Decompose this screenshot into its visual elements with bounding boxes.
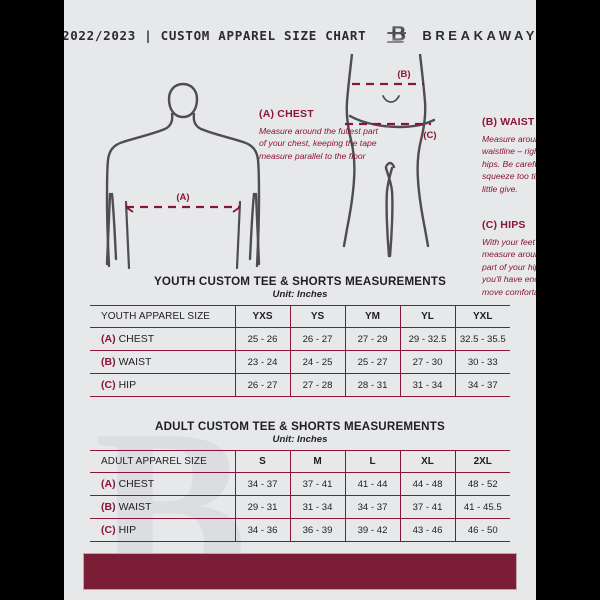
- adult-row-label-chest: (A) CHEST: [90, 472, 236, 496]
- youth-row-label-waist: (B) WAIST: [90, 350, 236, 374]
- adult-size-header-0: S: [235, 450, 291, 473]
- adult-size-header-3: XL: [400, 450, 456, 473]
- adult-row-label-hip: (C) HIP: [90, 518, 236, 542]
- table-row: (A) CHEST 25 - 26 26 - 27 27 - 29 29 - 32…: [90, 327, 510, 351]
- youth-hip-yl: 31 - 34: [400, 373, 456, 397]
- youth-table-unit: Unit: Inches: [272, 289, 328, 300]
- adult-row-name-waist: WAIST: [118, 501, 152, 513]
- youth-hip-ys: 27 - 28: [290, 373, 346, 397]
- table-row: (C) HIP 26 - 27 27 - 28 28 - 31 31 - 34 3…: [90, 373, 510, 397]
- page-title: 2022/2023 | CUSTOM APPAREL SIZE CHART: [64, 27, 367, 43]
- table-header-row: ADULT APPAREL SIZE S M L XL 2XL: [90, 450, 510, 473]
- youth-hip-ym: 28 - 31: [345, 373, 401, 397]
- adult-size-header-4: 2XL: [473, 456, 492, 467]
- adult-table-unit: Unit: Inches: [272, 434, 328, 445]
- adult-row-tag-waist: (B): [101, 501, 116, 513]
- adult-size-header-2: L: [345, 450, 401, 473]
- table-row: (B) WAIST 23 - 24 24 - 25 25 - 27 27 - 30…: [90, 350, 510, 374]
- adult-waist-2xl: 41 - 45.5: [463, 501, 502, 513]
- youth-row-name-waist: WAIST: [118, 356, 152, 368]
- callout-chest: (A) CHEST Measure around the fullest par…: [259, 108, 379, 162]
- adult-row-tag-hip: (C): [101, 524, 116, 536]
- youth-waist-yxl: 30 - 33: [467, 356, 498, 368]
- adult-chest-l: 41 - 44: [345, 472, 401, 496]
- adult-waist-xl: 37 - 41: [400, 495, 456, 519]
- youth-size-header-2: YM: [345, 305, 401, 328]
- callout-hips-heading: (C) HIPS: [482, 219, 526, 231]
- youth-row-label-chest: (A) CHEST: [90, 327, 236, 351]
- youth-waist-yl: 27 - 30: [400, 350, 456, 374]
- adult-measurements-block: ADULT CUSTOM TEE & SHORTS MEASUREMENTS U…: [90, 420, 510, 542]
- callout-hips-body: With your feet together, measure around …: [482, 237, 536, 297]
- youth-chest-yl: 29 - 32.5: [400, 327, 456, 351]
- youth-measurements-table: YOUTH APPAREL SIZE YXS YS YM YL YXL (A) C…: [90, 305, 510, 397]
- youth-size-header-4: YXL: [473, 311, 493, 322]
- youth-corner-header: YOUTH APPAREL SIZE: [90, 305, 236, 328]
- table-header-row: YOUTH APPAREL SIZE YXS YS YM YL YXL: [90, 305, 510, 328]
- hips-figure: [342, 54, 436, 258]
- adult-row-name-chest: CHEST: [118, 478, 155, 490]
- youth-table-title: YOUTH CUSTOM TEE & SHORTS MEASUREMENTS: [153, 275, 447, 288]
- adult-table-title: ADULT CUSTOM TEE & SHORTS MEASUREMENTS: [155, 420, 445, 433]
- adult-hip-l: 39 - 42: [345, 518, 401, 542]
- adult-size-header-1: M: [290, 450, 346, 473]
- callout-chest-heading: (A) CHEST: [259, 108, 314, 120]
- adult-hip-m: 36 - 39: [290, 518, 346, 542]
- adult-waist-l: 34 - 37: [345, 495, 401, 519]
- torso-figure: [105, 82, 261, 268]
- adult-chest-xl: 44 - 48: [400, 472, 456, 496]
- chest-marker-label: (A): [176, 192, 189, 203]
- adult-chest-2xl: 48 - 52: [467, 478, 498, 490]
- adult-corner-header: ADULT APPAREL SIZE: [90, 450, 236, 473]
- callout-waist-heading: (B) WAIST: [482, 116, 535, 128]
- footer-bar: [83, 553, 517, 590]
- adult-waist-s: 29 - 31: [235, 495, 291, 519]
- callout-waist: (B) WAIST Measure around your natural wa…: [482, 116, 536, 195]
- adult-row-name-hip: HIP: [118, 524, 137, 536]
- body-figures-svg: (A) (B) (C): [105, 54, 437, 269]
- youth-row-tag-waist: (B): [101, 356, 116, 368]
- youth-size-header-1: YS: [290, 305, 346, 328]
- youth-size-header-0: YXS: [235, 305, 291, 328]
- table-row: (B) WAIST 29 - 31 31 - 34 34 - 37 37 - 41…: [90, 495, 510, 519]
- youth-waist-yxs: 23 - 24: [235, 350, 291, 374]
- adult-row-tag-chest: (A): [101, 478, 116, 490]
- table-row: (C) HIP 34 - 36 36 - 39 39 - 42 43 - 46 4…: [90, 518, 510, 542]
- youth-hip-yxs: 26 - 27: [235, 373, 291, 397]
- youth-size-header-3: YL: [400, 305, 456, 328]
- breakaway-b-logo-icon: [384, 22, 410, 48]
- adult-hip-s: 34 - 36: [235, 518, 291, 542]
- youth-measurements-block: YOUTH CUSTOM TEE & SHORTS MEASUREMENTS U…: [90, 275, 510, 397]
- youth-chest-yxl: 32.5 - 35.5: [459, 333, 506, 345]
- chest-measure-line: [125, 205, 241, 213]
- adult-chest-s: 34 - 37: [235, 472, 291, 496]
- waist-marker-label: (B): [397, 69, 410, 80]
- size-chart-page: B 2022/2023 | CUSTOM APPAREL SIZE CHART …: [64, 0, 536, 600]
- youth-row-tag-chest: (A): [101, 333, 116, 345]
- page-header: 2022/2023 | CUSTOM APPAREL SIZE CHART BR…: [64, 0, 536, 52]
- adult-hip-xl: 43 - 46: [400, 518, 456, 542]
- youth-waist-ys: 24 - 25: [290, 350, 346, 374]
- youth-row-tag-hip: (C): [101, 379, 116, 391]
- callout-chest-body: Measure around the fullest part of your …: [259, 126, 378, 161]
- youth-row-name-chest: CHEST: [118, 333, 155, 345]
- callout-waist-body: Measure around your natural waistline – …: [482, 134, 536, 194]
- measurement-diagram: (A) (B) (C) (A) CHEST Measure around the…: [64, 54, 536, 297]
- youth-waist-ym: 25 - 27: [345, 350, 401, 374]
- adult-hip-2xl: 46 - 50: [467, 524, 498, 536]
- hips-marker-label: (C): [423, 130, 436, 141]
- youth-chest-ys: 26 - 27: [290, 327, 346, 351]
- youth-chest-yxs: 25 - 26: [235, 327, 291, 351]
- adult-measurements-table: ADULT APPAREL SIZE S M L XL 2XL (A) CHEST…: [90, 450, 510, 542]
- callout-hips: (C) HIPS With your feet together, measur…: [482, 219, 536, 298]
- youth-row-name-hip: HIP: [118, 379, 137, 391]
- youth-row-label-hip: (C) HIP: [90, 373, 236, 397]
- adult-waist-m: 31 - 34: [290, 495, 346, 519]
- adult-chest-m: 37 - 41: [290, 472, 346, 496]
- brand-name: BREAKAWAY: [422, 27, 536, 43]
- adult-row-label-waist: (B) WAIST: [90, 495, 236, 519]
- youth-hip-yxl: 34 - 37: [467, 379, 498, 391]
- table-row: (A) CHEST 34 - 37 37 - 41 41 - 44 44 - 48…: [90, 472, 510, 496]
- youth-chest-ym: 27 - 29: [345, 327, 401, 351]
